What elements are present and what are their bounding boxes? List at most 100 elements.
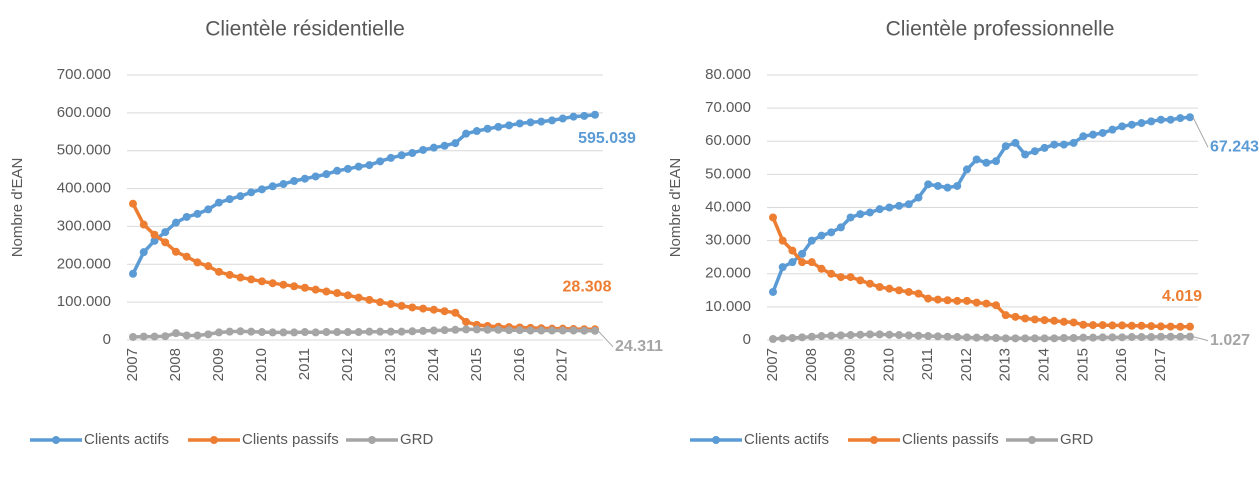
data-point bbox=[885, 203, 894, 212]
data-point bbox=[333, 166, 342, 175]
data-point bbox=[472, 325, 481, 334]
data-point bbox=[953, 296, 962, 305]
data-point bbox=[290, 328, 299, 337]
data-point bbox=[129, 199, 137, 208]
y-tick-label: 600.000 bbox=[57, 104, 111, 121]
data-point bbox=[225, 327, 234, 336]
data-point bbox=[895, 286, 904, 295]
data-point bbox=[537, 117, 546, 126]
data-point bbox=[982, 158, 991, 167]
data-point bbox=[429, 143, 438, 152]
data-point bbox=[558, 114, 567, 123]
data-point bbox=[1098, 333, 1107, 342]
data-point bbox=[440, 307, 449, 316]
data-point bbox=[982, 333, 991, 342]
legend-label: Clients passifs bbox=[902, 431, 999, 448]
data-point bbox=[1069, 318, 1078, 327]
data-point bbox=[1147, 322, 1156, 331]
data-point bbox=[526, 118, 535, 127]
data-point bbox=[1050, 334, 1059, 343]
data-point bbox=[778, 334, 787, 343]
data-point bbox=[817, 231, 826, 240]
y-axis-label: Nombre d'EAN bbox=[667, 158, 684, 258]
x-tick-label: 2011 bbox=[296, 348, 313, 380]
data-point bbox=[376, 327, 385, 336]
data-point bbox=[161, 332, 170, 341]
data-point bbox=[537, 326, 546, 335]
data-point bbox=[204, 205, 213, 214]
y-tick-label: 0 bbox=[743, 331, 751, 348]
data-point bbox=[333, 328, 342, 337]
data-point bbox=[817, 332, 826, 341]
data-point bbox=[1011, 312, 1020, 321]
data-point bbox=[865, 279, 874, 288]
data-point bbox=[161, 228, 170, 237]
data-point bbox=[311, 328, 320, 337]
data-point bbox=[836, 273, 845, 282]
data-point bbox=[1137, 321, 1146, 330]
data-point bbox=[1021, 334, 1030, 343]
data-point bbox=[1156, 322, 1165, 331]
data-point bbox=[1166, 115, 1175, 124]
data-point bbox=[1127, 321, 1136, 330]
data-point bbox=[1166, 332, 1175, 341]
data-point bbox=[1137, 119, 1146, 128]
x-tick-label: 2010 bbox=[880, 348, 897, 381]
data-point bbox=[924, 180, 933, 189]
data-point bbox=[419, 304, 428, 313]
data-point bbox=[300, 328, 309, 337]
data-point bbox=[933, 332, 942, 341]
legend-label: Clients actifs bbox=[84, 431, 169, 448]
data-point bbox=[943, 296, 952, 305]
data-point bbox=[429, 305, 438, 314]
data-point bbox=[1021, 314, 1030, 323]
y-tick-label: 0 bbox=[103, 331, 111, 348]
y-tick-label: 60.000 bbox=[705, 132, 751, 149]
leader-line bbox=[1192, 336, 1209, 342]
data-point bbox=[494, 122, 503, 131]
chart-title: Clientèle professionnelle bbox=[886, 18, 1115, 41]
data-point bbox=[182, 252, 191, 261]
data-point bbox=[1108, 321, 1117, 330]
data-point bbox=[1079, 132, 1088, 141]
data-point bbox=[322, 287, 331, 296]
data-point bbox=[408, 148, 417, 157]
data-point bbox=[1059, 140, 1068, 149]
legend-marker bbox=[1028, 436, 1036, 444]
y-tick-label: 70.000 bbox=[705, 99, 751, 116]
data-point bbox=[992, 301, 1001, 310]
data-point bbox=[214, 198, 223, 207]
legend-marker bbox=[210, 436, 218, 444]
data-point bbox=[386, 327, 395, 336]
data-point bbox=[1030, 334, 1039, 343]
data-point bbox=[376, 298, 385, 307]
data-point bbox=[204, 330, 213, 339]
data-point bbox=[161, 238, 170, 247]
data-point bbox=[1176, 332, 1185, 341]
data-point bbox=[1089, 321, 1098, 330]
data-point bbox=[1059, 317, 1068, 326]
data-point bbox=[515, 119, 524, 128]
legend-label: GRD bbox=[1060, 431, 1094, 448]
y-tick-label: 200.000 bbox=[57, 255, 111, 272]
data-point bbox=[451, 139, 460, 148]
data-point bbox=[236, 192, 245, 201]
legend-label: Clients actifs bbox=[744, 431, 829, 448]
data-point bbox=[408, 303, 417, 312]
data-point bbox=[1127, 120, 1136, 129]
data-point bbox=[247, 275, 256, 284]
data-point bbox=[397, 327, 406, 336]
data-point bbox=[1001, 142, 1010, 151]
data-point bbox=[580, 111, 589, 120]
data-point bbox=[846, 331, 855, 340]
data-point bbox=[1069, 138, 1078, 147]
data-point bbox=[204, 262, 213, 271]
data-point bbox=[408, 327, 417, 336]
x-tick-label: 2007 bbox=[764, 348, 781, 381]
legend-label: GRD bbox=[400, 431, 434, 448]
data-point bbox=[386, 300, 395, 309]
data-point bbox=[300, 174, 309, 183]
data-label: 595.039 bbox=[578, 130, 636, 147]
data-point bbox=[193, 331, 202, 340]
